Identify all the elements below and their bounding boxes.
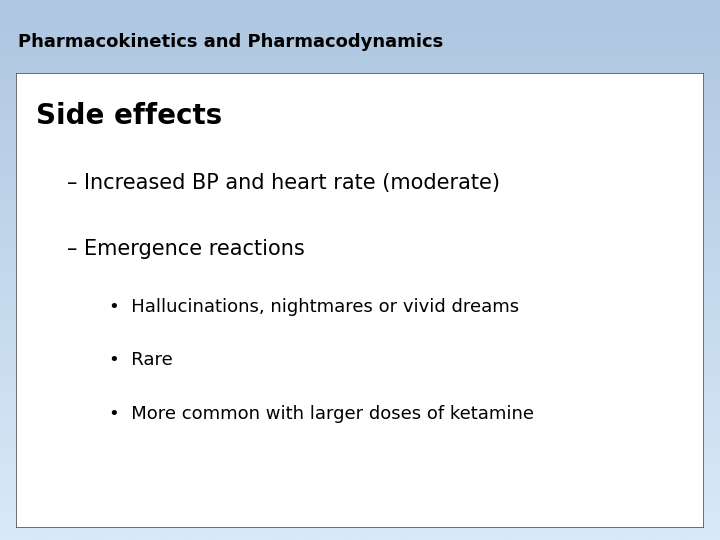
Text: Pharmacokinetics and Pharmacodynamics: Pharmacokinetics and Pharmacodynamics [18,33,444,51]
FancyBboxPatch shape [16,73,704,528]
Text: – Increased BP and heart rate (moderate): – Increased BP and heart rate (moderate) [68,173,500,193]
Text: – Emergence reactions: – Emergence reactions [68,239,305,259]
Text: •  Rare: • Rare [109,350,173,369]
Text: •  More common with larger doses of ketamine: • More common with larger doses of ketam… [109,405,534,423]
Text: •  Hallucinations, nightmares or vivid dreams: • Hallucinations, nightmares or vivid dr… [109,298,519,316]
Text: Side effects: Side effects [37,103,222,131]
